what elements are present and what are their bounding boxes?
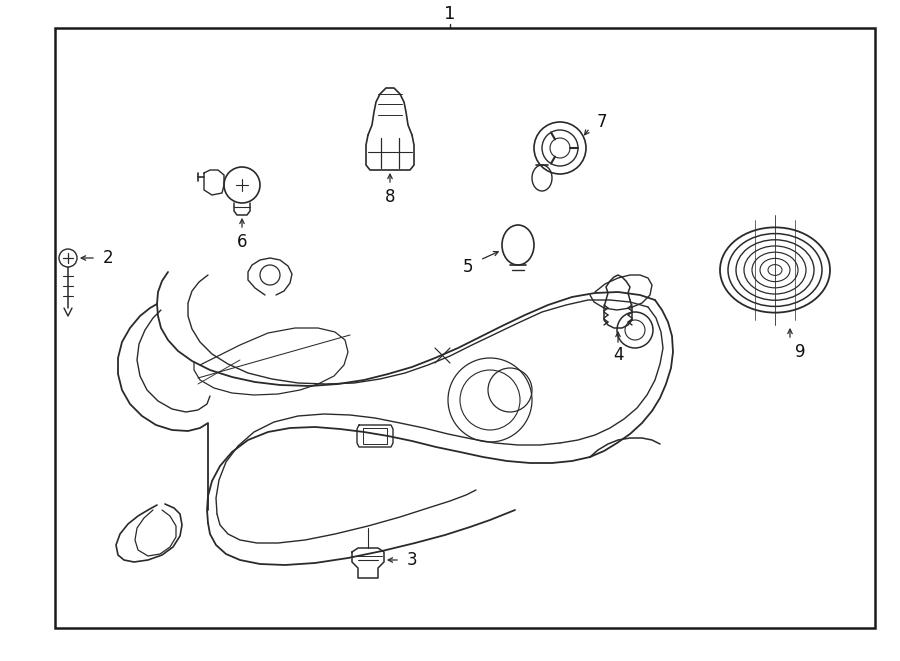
Text: 4: 4 (613, 346, 623, 364)
Text: 8: 8 (385, 188, 395, 206)
Text: 1: 1 (445, 5, 455, 23)
Text: 3: 3 (407, 551, 418, 569)
Text: 6: 6 (237, 233, 248, 251)
Text: 9: 9 (795, 343, 806, 361)
Text: 2: 2 (103, 249, 113, 267)
Text: 5: 5 (463, 258, 473, 276)
Text: 7: 7 (597, 113, 608, 131)
